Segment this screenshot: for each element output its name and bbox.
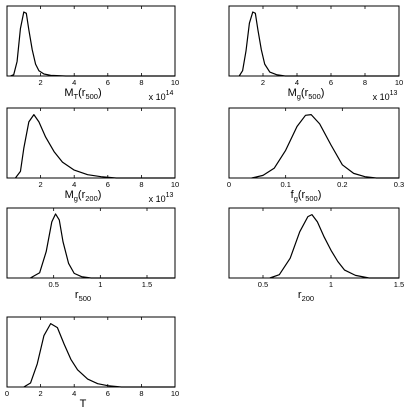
x-tick-label: 4: [72, 389, 76, 398]
x-tick-label: 6: [106, 78, 110, 87]
x-tick-label: 1: [329, 280, 333, 289]
panel-2: 2 4 6 8 10 Mg(r500) x 1013: [228, 5, 403, 102]
axis-multiplier: x 1013: [373, 90, 398, 102]
plot-frame: [228, 5, 400, 77]
x-axis-label: r500: [75, 289, 91, 303]
x-axis-label: Mg(r500): [288, 87, 325, 101]
plot-frame: [6, 107, 176, 179]
x-tick-label: 0.2: [337, 180, 347, 189]
x-tick-label: 6: [329, 78, 333, 87]
x-tick-label: 0.3: [394, 180, 404, 189]
x-tick-label: 1: [98, 280, 102, 289]
plot-frame: [6, 316, 176, 388]
x-tick-label: 6: [106, 180, 110, 189]
density-curve: [23, 323, 175, 388]
plot-frame: [6, 207, 176, 279]
panel-7: 0 2 4 6 8 10 T: [5, 316, 179, 409]
x-tick-label: 8: [363, 78, 367, 87]
x-tick-label: 0.5: [258, 280, 268, 289]
panel-6: 0.5 1 1.5 r200: [228, 207, 404, 303]
x-tick-label: 2: [39, 78, 43, 87]
x-axis-label: fg(r500): [291, 189, 322, 203]
x-tick-label: 1.5: [394, 280, 404, 289]
x-tick-label: 2: [261, 78, 265, 87]
x-tick-label: 2: [39, 389, 43, 398]
density-curve: [10, 11, 175, 77]
x-tick-label: 0.5: [48, 280, 58, 289]
plot-frame: [228, 207, 400, 279]
density-curve: [269, 214, 399, 279]
panel-4: 0 0.1 0.2 0.3 fg(r500): [227, 107, 404, 203]
x-tick-label: 0: [5, 389, 9, 398]
x-axis-label: MT(r500): [64, 87, 101, 101]
x-tick-label: 10: [171, 180, 179, 189]
x-axis-label: T: [80, 398, 87, 409]
x-axis-label: Mg(r200): [65, 189, 102, 203]
x-tick-label: 4: [295, 78, 299, 87]
x-tick-label: 0: [227, 180, 231, 189]
x-tick-label: 8: [139, 78, 143, 87]
x-tick-label: 8: [139, 180, 143, 189]
x-tick-label: 2: [39, 180, 43, 189]
x-axis-label: r200: [298, 289, 314, 303]
x-tick-label: 0.1: [280, 180, 290, 189]
panel-3: 2 4 6 8 10 Mg(r200) x 1013: [6, 107, 179, 204]
x-tick-label: 4: [72, 78, 76, 87]
axis-multiplier: x 1014: [149, 90, 174, 102]
density-curve: [251, 114, 399, 179]
axis-multiplier: x 1013: [149, 192, 174, 204]
panel-5: 0.5 1 1.5 r500: [6, 207, 176, 303]
x-tick-label: 1.5: [142, 280, 152, 289]
density-curve: [14, 114, 175, 179]
panel-1: 2 4 6 8 10 MT(r500) x 1014: [6, 5, 179, 102]
density-curve: [238, 11, 399, 77]
x-tick-label: 10: [171, 389, 179, 398]
x-tick-label: 10: [395, 78, 403, 87]
density-curve: [30, 213, 175, 279]
plot-frame: [6, 5, 176, 77]
x-tick-label: 4: [72, 180, 76, 189]
x-tick-label: 8: [139, 389, 143, 398]
x-tick-label: 6: [106, 389, 110, 398]
x-tick-label: 10: [171, 78, 179, 87]
plot-frame: [228, 107, 400, 179]
